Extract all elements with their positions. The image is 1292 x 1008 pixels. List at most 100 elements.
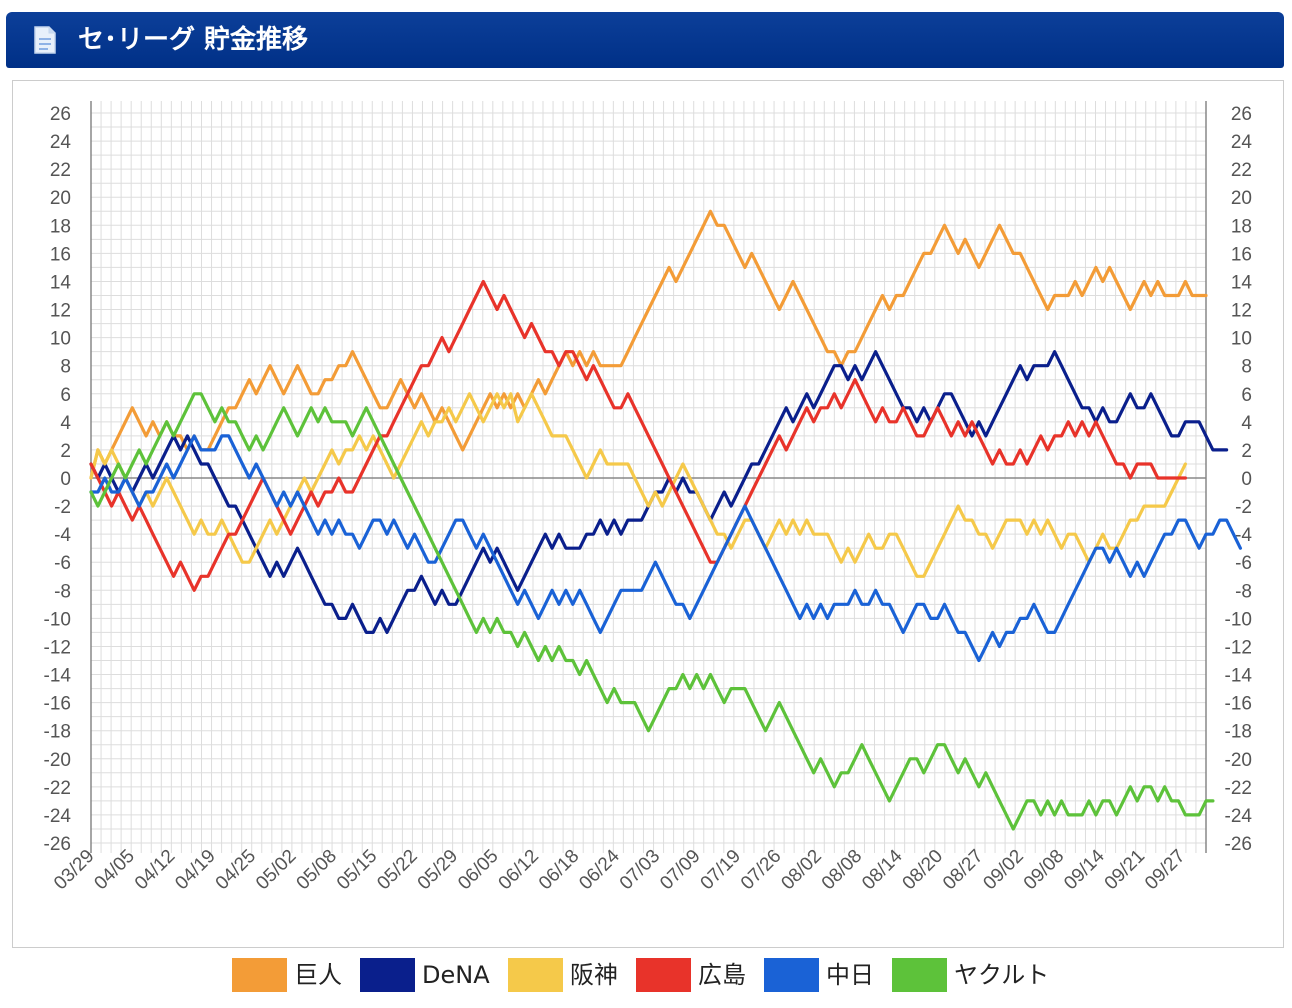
y-tick-label-right: -10	[1225, 609, 1252, 630]
legend-label: ヤクルト	[954, 961, 1050, 989]
x-tick-label: 04/12	[131, 846, 179, 894]
grid	[90, 101, 1207, 853]
y-tick-label-right: 18	[1231, 216, 1252, 237]
legend-swatch	[508, 958, 563, 992]
y-tick-label-left: -2	[54, 497, 71, 518]
y-tick-label-left: 0	[60, 469, 71, 490]
y-tick-label-right: 6	[1241, 385, 1252, 406]
y-tick-label-right: 20	[1231, 188, 1252, 209]
y-tick-label-left: 14	[50, 272, 72, 293]
y-tick-label-right: -6	[1235, 553, 1252, 574]
x-tick-label: 08/20	[899, 846, 947, 894]
x-tick-label: 06/18	[535, 846, 583, 894]
y-tick-label-right: 16	[1231, 244, 1252, 265]
y-tick-label-left: 22	[50, 160, 71, 181]
y-tick-label-right: 4	[1241, 413, 1252, 434]
x-tick-label: 08/08	[818, 846, 866, 894]
y-tick-label-left: -22	[44, 778, 71, 799]
y-tick-label-right: -4	[1235, 525, 1252, 546]
x-tick-label: 04/19	[171, 846, 219, 894]
y-tick-label-left: 12	[50, 301, 71, 322]
x-tick-label: 06/05	[454, 846, 502, 894]
y-tick-label-right: -22	[1225, 778, 1252, 799]
x-tick-label: 09/21	[1101, 846, 1149, 894]
legend-swatch	[764, 958, 819, 992]
x-tick-label: 06/12	[495, 846, 543, 894]
y-tick-label-right: -12	[1225, 637, 1252, 658]
y-tick-label-left: -8	[54, 581, 71, 602]
x-tick-label: 04/25	[212, 846, 260, 894]
y-tick-label-right: -20	[1225, 750, 1252, 771]
legend-label: DeNA	[422, 961, 490, 989]
x-tick-label: 08/27	[939, 846, 987, 894]
legend-label: 阪神	[570, 961, 618, 989]
series-line-阪神	[89, 392, 1188, 578]
y-tick-label-left: -16	[44, 694, 71, 715]
y-tick-label-left: 16	[50, 244, 71, 265]
y-tick-label-left: 4	[60, 413, 71, 434]
y-tick-label-left: -12	[44, 637, 71, 658]
legend-swatch	[636, 958, 691, 992]
y-tick-label-right: 22	[1231, 160, 1252, 181]
document-icon	[34, 26, 56, 54]
y-tick-label-left: -26	[44, 834, 71, 855]
legend-label: 巨人	[294, 961, 342, 989]
y-tick-label-right: 12	[1231, 301, 1252, 322]
y-tick-label-left: -4	[54, 525, 71, 546]
chart-panel	[12, 80, 1284, 948]
y-tick-label-left: -6	[54, 553, 71, 574]
y-tick-label-left: -10	[44, 609, 71, 630]
legend-swatch	[360, 958, 415, 992]
page-title: セ･リーグ 貯金推移	[78, 25, 309, 55]
x-tick-label: 08/02	[777, 846, 825, 894]
y-tick-label-right: -2	[1235, 497, 1252, 518]
y-tick-label-left: -18	[44, 722, 71, 743]
y-tick-label-right: -24	[1225, 806, 1253, 827]
x-tick-label: 05/02	[252, 846, 300, 894]
y-tick-label-right: 0	[1241, 469, 1252, 490]
chart-legend: 巨人 DeNA 阪神 広島 中日 ヤクルト	[0, 954, 1292, 994]
series-line-巨人	[89, 209, 1208, 480]
y-tick-label-left: -24	[44, 806, 72, 827]
y-tick-label-left: 6	[60, 385, 71, 406]
y-tick-label-left: 10	[50, 329, 71, 350]
legend-label: 広島	[698, 961, 746, 989]
y-tick-label-right: 8	[1241, 357, 1252, 378]
x-tick-label: 05/08	[293, 846, 341, 894]
y-tick-label-right: -16	[1225, 694, 1252, 715]
x-tick-label: 06/24	[575, 845, 624, 894]
x-tick-label: 08/14	[858, 845, 907, 894]
legend-swatch	[892, 958, 947, 992]
x-tick-label: 05/22	[373, 846, 421, 894]
page-header: セ･リーグ 貯金推移	[6, 12, 1284, 68]
series-line-ヤクルト	[89, 392, 1215, 831]
y-tick-label-left: 18	[50, 216, 71, 237]
y-tick-label-right: -26	[1225, 834, 1252, 855]
x-tick-label: 05/29	[414, 846, 462, 894]
y-tick-label-right: 26	[1231, 104, 1252, 125]
y-tick-label-right: 2	[1241, 441, 1252, 462]
series-lines	[89, 209, 1243, 831]
y-tick-label-right: 10	[1231, 329, 1252, 350]
series-line-DeNA	[89, 350, 1229, 635]
y-tick-label-left: 2	[60, 441, 71, 462]
legend-label: 中日	[826, 961, 874, 989]
y-tick-label-left: 8	[60, 357, 71, 378]
x-tick-label: 05/15	[333, 846, 381, 894]
legend-swatch	[232, 958, 287, 992]
y-tick-label-left: -14	[44, 666, 72, 687]
y-tick-label-left: 24	[50, 132, 72, 153]
y-tick-label-left: 20	[50, 188, 71, 209]
y-tick-label-right: -18	[1225, 722, 1252, 743]
x-tick-label: 09/08	[1020, 846, 1068, 894]
y-tick-label-right: 14	[1231, 272, 1253, 293]
y-tick-label-right: -14	[1225, 666, 1253, 687]
x-tick-labels: 03/2904/0504/1204/1904/2505/0205/0805/15…	[50, 845, 1189, 894]
x-tick-label: 09/14	[1060, 845, 1109, 894]
y-tick-label-right: 24	[1231, 132, 1253, 153]
y-tick-label-left: 26	[50, 104, 71, 125]
series-line-中日	[89, 434, 1243, 663]
y-tick-label-left: -20	[44, 750, 71, 771]
